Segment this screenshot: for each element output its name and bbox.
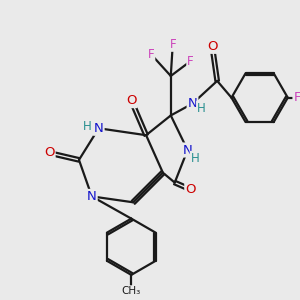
Text: O: O <box>207 40 217 53</box>
Text: O: O <box>126 94 136 107</box>
Text: N: N <box>188 97 197 110</box>
Text: O: O <box>44 146 55 160</box>
Text: O: O <box>185 183 196 196</box>
Text: F: F <box>148 48 154 61</box>
Text: F: F <box>187 55 194 68</box>
Text: N: N <box>94 122 104 135</box>
Text: F: F <box>293 91 300 104</box>
Text: H: H <box>190 152 199 165</box>
Text: F: F <box>169 38 176 51</box>
Text: N: N <box>87 190 97 203</box>
Text: H: H <box>197 101 206 115</box>
Text: CH₃: CH₃ <box>122 286 141 296</box>
Text: H: H <box>82 120 91 133</box>
Text: N: N <box>183 143 192 157</box>
